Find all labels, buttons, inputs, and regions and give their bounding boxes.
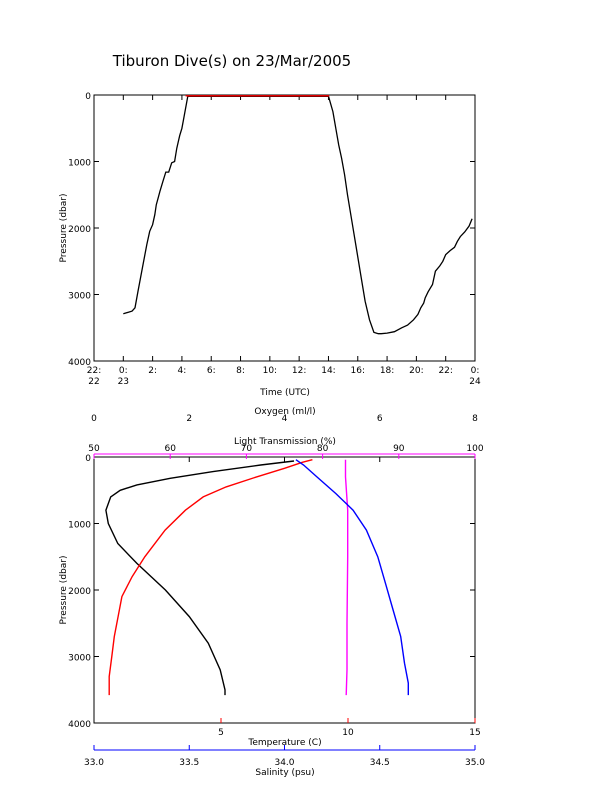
y-axis-ticks: 0 1000 2000 3000 4000 — [68, 454, 475, 730]
oxygen-tick-label: 8 — [472, 414, 478, 424]
x-tick-label: 22: — [87, 366, 101, 376]
oxygen-axis-label: Oxygen (ml/l) — [254, 407, 315, 417]
oxygen-tick-label: 2 — [186, 414, 192, 424]
temperature-tick-label: 10 — [342, 728, 354, 738]
plot-frame — [93, 456, 476, 724]
x-tick-label: 4: — [178, 366, 187, 376]
y-tick-label: 0 — [85, 454, 91, 464]
light-transmission-tick-label: 70 — [241, 444, 253, 454]
salinity-tick-label: 33.5 — [179, 758, 199, 768]
x-tick-label-day: 23 — [118, 377, 129, 387]
light-transmission-tick-label: 90 — [393, 444, 405, 454]
x-tick-label: 2: — [148, 366, 157, 376]
light-transmission-tick-label: 100 — [466, 444, 483, 454]
y-axis-ticks: 0 1000 2000 3000 4000 — [68, 92, 475, 368]
x-axis-ticks: 22:220:232: 4: 6: 8: 10: 12: 14: 16: 18: 20: 22: 0:… — [87, 95, 481, 387]
y-axis-label: Pressure (dbar) — [59, 194, 69, 263]
temperature-axis-label: Temperature (C) — [247, 738, 321, 748]
y-tick-label: 1000 — [68, 159, 91, 169]
profile-chart: 0 1000 2000 3000 4000 0 2 4 6 8 50 60 70 80 90 100 5 10 1… — [59, 407, 485, 778]
y-tick-label: 2000 — [68, 587, 91, 597]
x-tick-label: 8: — [236, 366, 245, 376]
oxygen-tick-label: 6 — [377, 414, 383, 424]
light-transmission-tick-label: 50 — [88, 444, 100, 454]
x-tick-label: 0: — [471, 366, 480, 376]
light-transmission-axis-label: Light Transmission (%) — [234, 437, 336, 447]
x-tick-label: 22: — [438, 366, 452, 376]
light-transmission-tick-label: 60 — [164, 444, 176, 454]
series-line — [123, 95, 473, 335]
y-tick-label: 0 — [85, 92, 91, 102]
salinity-profile-line — [295, 459, 409, 696]
x-tick-label: 10: — [263, 366, 277, 376]
oxygen-tick-label: 0 — [91, 414, 97, 424]
temperature-tick-label: 15 — [469, 728, 480, 738]
series-group — [123, 95, 473, 335]
x-tick-label: 12: — [292, 366, 306, 376]
x-axis-label: Time (UTC) — [259, 388, 310, 398]
x-tick-label: 14: — [321, 366, 335, 376]
x-tick-label: 18: — [380, 366, 394, 376]
x-tick-label: 6: — [207, 366, 216, 376]
x-tick-label: 16: — [351, 366, 365, 376]
y-tick-label: 2000 — [68, 225, 91, 235]
salinity-axis-label: Salinity (psu) — [255, 768, 314, 778]
temperature-tick-label: 5 — [218, 728, 224, 738]
series-group — [105, 459, 409, 696]
y-tick-label: 4000 — [68, 358, 91, 368]
temperature-profile-line — [108, 459, 313, 696]
y-axis-label: Pressure (dbar) — [59, 556, 69, 625]
profile-axes: 0 2 4 6 8 50 60 70 80 90 100 5 10 15 33.0 33.5 34.0 34.5 3… — [84, 414, 485, 768]
light-transmission-tick-label: 80 — [317, 444, 329, 454]
oxygen-profile-line — [105, 460, 295, 696]
y-tick-label: 3000 — [68, 654, 91, 664]
x-tick-label-day: 24 — [469, 377, 481, 387]
x-tick-label: 0: — [119, 366, 128, 376]
y-tick-label: 4000 — [68, 720, 91, 730]
salinity-tick-label: 35.0 — [465, 758, 485, 768]
y-tick-label: 3000 — [68, 292, 91, 302]
y-tick-label: 1000 — [68, 521, 91, 531]
x-tick-label-day: 22 — [88, 377, 99, 387]
light-profile-line — [344, 459, 349, 696]
x-tick-label: 20: — [409, 366, 423, 376]
salinity-tick-label: 34.0 — [274, 758, 294, 768]
oxygen-tick-label: 4 — [282, 414, 288, 424]
chart-title: Tiburon Dive(s) on 23/Mar/2005 — [112, 52, 351, 70]
salinity-tick-label: 34.5 — [370, 758, 390, 768]
salinity-tick-label: 33.0 — [84, 758, 104, 768]
